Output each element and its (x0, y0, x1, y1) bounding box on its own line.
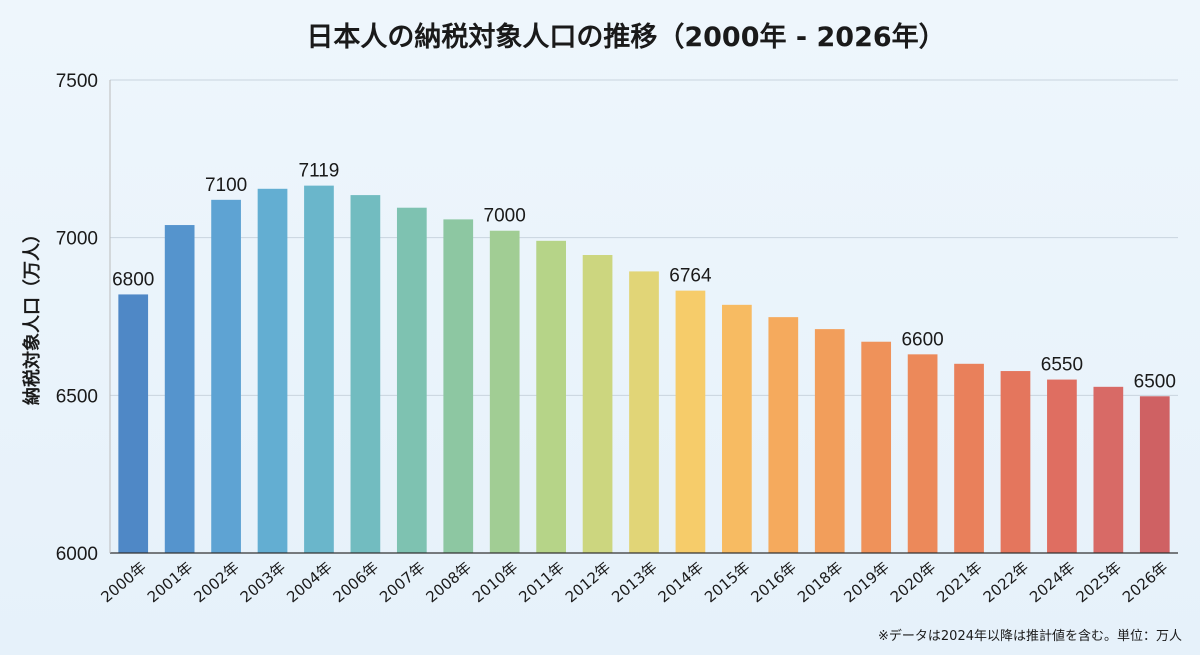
x-tick-label: 2015年 (701, 558, 753, 606)
bar (1000, 371, 1031, 553)
bar (722, 304, 752, 553)
bar (443, 219, 474, 554)
data-label: 6600 (901, 329, 943, 350)
x-tick-label: 2001年 (144, 558, 196, 606)
bar (1093, 386, 1124, 553)
x-tick-label: 2018年 (794, 558, 846, 606)
data-label: 7000 (484, 206, 526, 227)
bar (861, 341, 892, 553)
x-tick-label: 2010年 (469, 558, 521, 606)
bar (768, 317, 799, 553)
data-label: 6764 (669, 266, 712, 287)
x-tick-label: 2008年 (423, 558, 475, 606)
bar (118, 294, 149, 553)
x-tick-label: 2025年 (1073, 558, 1125, 606)
bar (211, 199, 241, 553)
y-axis-label: 納税対象人口（万人） (21, 225, 43, 405)
y-tick-label: 6500 (56, 386, 98, 407)
bar (582, 255, 613, 553)
bar (1139, 396, 1170, 553)
x-tick-label: 2006年 (330, 558, 382, 606)
x-tick-label: 2019年 (840, 558, 892, 606)
x-axis-ticks: 2000年2001年2002年2003年2004年2006年2007年2008年… (97, 558, 1171, 606)
x-tick-label: 2022年 (980, 558, 1032, 606)
chart-title: 日本人の納税対象人口の推移（2000年 - 2026年） (306, 21, 945, 53)
bar (164, 225, 195, 553)
bar (304, 185, 334, 554)
footnote: ※データは2024年以降は推計値を含む。単位：万人 (878, 628, 1182, 644)
bar (954, 363, 984, 553)
x-tick-label: 2007年 (376, 558, 428, 606)
x-tick-label: 2002年 (190, 558, 242, 606)
y-tick-label: 6000 (56, 544, 98, 565)
x-tick-label: 2012年 (562, 558, 614, 606)
x-tick-label: 2003年 (237, 558, 289, 606)
x-tick-label: 2014年 (655, 558, 707, 606)
data-label: 7100 (205, 175, 247, 196)
x-tick-label: 2013年 (608, 558, 660, 606)
bar (907, 354, 938, 553)
bar (350, 195, 381, 553)
y-tick-label: 7000 (56, 229, 98, 250)
data-label: 6800 (112, 269, 154, 290)
x-tick-label: 2020年 (887, 558, 939, 606)
data-label: 6550 (1041, 355, 1083, 376)
bar (629, 271, 659, 553)
data-label: 7119 (299, 161, 340, 182)
y-tick-label: 7500 (56, 71, 98, 92)
bar (536, 240, 566, 553)
x-tick-label: 2016年 (748, 558, 800, 606)
bar (1047, 379, 1077, 553)
bar (257, 188, 288, 554)
x-tick-label: 2026年 (1119, 558, 1171, 606)
x-tick-label: 2021年 (933, 558, 985, 606)
data-labels: 6800 7100 7119 7000 6764 6600 6550 6500 (112, 161, 1176, 393)
x-tick-label: 2011年 (515, 558, 567, 606)
bars (118, 185, 1170, 554)
x-tick-label: 2024年 (1026, 558, 1078, 606)
y-axis-ticks: 6000 6500 7000 7500 (56, 71, 98, 565)
bar (675, 290, 706, 553)
x-tick-label: 2000年 (97, 558, 149, 606)
bar (814, 329, 845, 553)
bar (489, 230, 520, 553)
data-label: 6500 (1134, 371, 1176, 392)
x-tick-label: 2004年 (283, 558, 335, 606)
bar (396, 207, 427, 553)
